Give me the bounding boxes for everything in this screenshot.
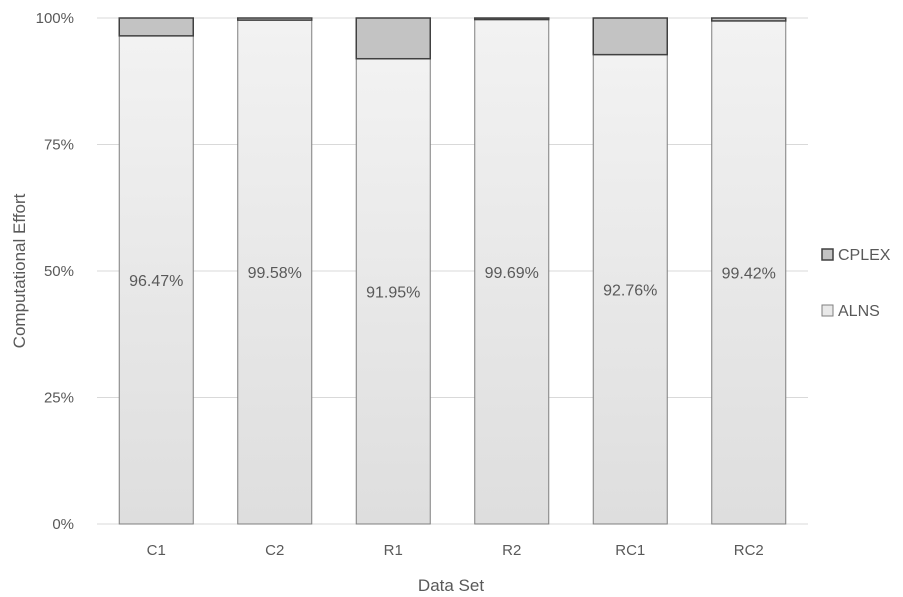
bar-alns-r1 [355, 58, 431, 525]
x-tick-labels: C1 C2 R1 R2 RC1 RC2 [147, 542, 764, 559]
legend-swatch-cplex [821, 248, 834, 261]
bar-cplex-rc1 [592, 17, 668, 56]
bar-cplex-r2 [474, 17, 550, 21]
bar-cplex-r1 [355, 17, 431, 60]
y-tick-label: 0% [52, 516, 74, 533]
bar-cplex-c1 [118, 17, 194, 37]
bar-alns-rc2 [711, 20, 787, 525]
y-tick-label: 75% [44, 137, 74, 154]
y-tick-labels: 0% 25% 50% 75% 100% [36, 10, 74, 533]
data-label-r2: 99.69% [485, 265, 539, 282]
x-tick-label: C1 [147, 542, 166, 559]
data-label-c2: 99.58% [248, 265, 302, 282]
y-tick-label: 25% [44, 390, 74, 407]
bar-alns-c1 [118, 35, 194, 525]
x-tick-label: C2 [265, 542, 284, 559]
bars [118, 17, 787, 525]
data-labels: 96.47% 99.58% 91.95% 99.69% 92.76% 99.42% [129, 265, 776, 302]
bar-alns-rc1 [592, 54, 668, 525]
gridlines [97, 17, 808, 525]
bar-alns-r2 [474, 19, 550, 525]
y-tick-label: 50% [44, 263, 74, 280]
y-tick-label: 100% [36, 10, 74, 27]
legend: CPLEX ALNS [821, 247, 891, 320]
x-tick-label: R2 [502, 542, 521, 559]
legend-swatch-alns [821, 304, 834, 317]
data-label-r1: 91.95% [366, 284, 420, 301]
data-label-rc1: 92.76% [603, 282, 657, 299]
data-label-rc2: 99.42% [722, 265, 776, 282]
bar-cplex-c2 [237, 17, 313, 21]
x-tick-label: RC1 [615, 542, 645, 559]
x-tick-label: R1 [384, 542, 403, 559]
y-axis-title: Computational Effort [10, 193, 29, 348]
x-tick-label: RC2 [734, 542, 764, 559]
legend-label-alns: ALNS [838, 303, 880, 320]
bar-alns-c2 [237, 19, 313, 525]
bar-cplex-rc2 [711, 17, 787, 22]
data-label-c1: 96.47% [129, 273, 183, 290]
x-axis-title: Data Set [418, 576, 484, 595]
legend-label-cplex: CPLEX [838, 247, 891, 264]
